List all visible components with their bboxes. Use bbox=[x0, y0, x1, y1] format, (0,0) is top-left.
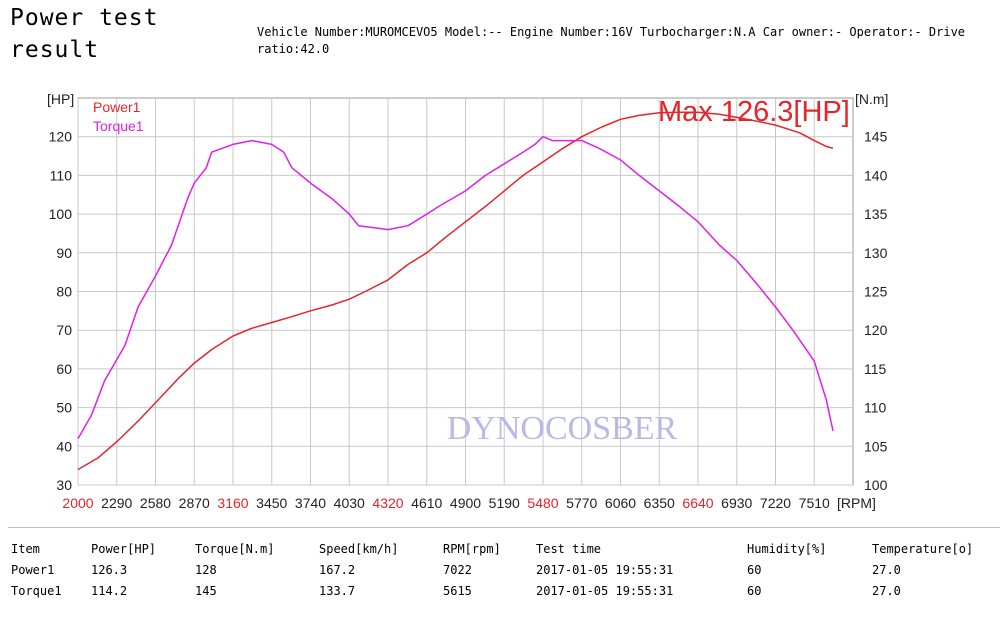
left-tick-label: 50 bbox=[56, 400, 72, 416]
power-line bbox=[77, 111, 834, 471]
max-annotation: Max 126.3[HP] bbox=[658, 96, 850, 128]
table-cell: 133.7 bbox=[319, 583, 356, 598]
torque-line bbox=[77, 135, 834, 439]
x-tick-label: 3450 bbox=[256, 495, 287, 511]
right-tick-label: 140 bbox=[864, 167, 888, 183]
right-tick-label: 105 bbox=[864, 438, 888, 454]
left-tick-label: 40 bbox=[56, 438, 72, 454]
x-tick-label: 6060 bbox=[605, 495, 636, 511]
table-cell: 27.0 bbox=[872, 583, 901, 598]
x-tick-label: 5190 bbox=[489, 495, 520, 511]
x-tick-label: 6930 bbox=[721, 495, 752, 511]
vehicle-info: Vehicle Number:MUROMCEVO5 Model:-- Engin… bbox=[257, 25, 966, 56]
header-cell: Speed[km/h] bbox=[319, 541, 399, 556]
x-tick-label: 6640 bbox=[682, 495, 713, 511]
header-cell: Humidity[%] bbox=[747, 541, 827, 556]
x-axis-label: [RPM] bbox=[837, 495, 876, 511]
table-cell: 5615 bbox=[443, 583, 472, 598]
legend-torque: Torque1 bbox=[93, 118, 144, 134]
page-title: Power test result bbox=[10, 5, 159, 63]
left-tick-label: 30 bbox=[56, 477, 72, 493]
x-tick-label: 4320 bbox=[372, 495, 403, 511]
series-lines bbox=[77, 111, 834, 471]
left-tick-label: 60 bbox=[56, 361, 72, 377]
left-axis-label: [HP] bbox=[47, 91, 74, 107]
table-cell: 2017-01-05 19:55:31 bbox=[536, 583, 674, 598]
left-tick-label: 90 bbox=[56, 245, 72, 261]
x-tick-label: 4030 bbox=[334, 495, 365, 511]
table-header-row: Item Power[HP] Torque[N.m] Speed[km/h] R… bbox=[0, 538, 1000, 559]
table-row: Torque1 114.2 145 133.7 5615 2017-01-05 … bbox=[0, 580, 1000, 601]
table-cell: 60 bbox=[747, 583, 762, 598]
header-cell: Temperature[o] bbox=[872, 541, 974, 556]
table-cell: Power1 bbox=[11, 562, 55, 577]
x-tick-label: 3160 bbox=[217, 495, 248, 511]
right-tick-label: 100 bbox=[864, 477, 888, 493]
table-cell: Torque1 bbox=[11, 583, 62, 598]
table-cell: 27.0 bbox=[872, 562, 901, 577]
header-cell: Torque[N.m] bbox=[195, 541, 275, 556]
x-axis-ticks: 2000 2290 2580 2870 3160 3450 3740 4030 4320 4610… bbox=[62, 495, 830, 511]
header-cell: Item bbox=[11, 541, 40, 556]
table-cell: 126.3 bbox=[91, 562, 128, 577]
x-tick-label: 4610 bbox=[411, 495, 442, 511]
right-tick-label: 125 bbox=[864, 284, 888, 300]
left-tick-label: 70 bbox=[56, 322, 72, 338]
left-axis-ticks: 30 40 50 60 70 80 90 100 110 120 bbox=[49, 129, 73, 493]
right-axis-ticks: 100 105 110 115 120 125 130 135 140 145 bbox=[864, 129, 888, 493]
right-tick-label: 135 bbox=[864, 206, 888, 222]
table-cell: 7022 bbox=[443, 562, 472, 577]
left-tick-label: 110 bbox=[50, 167, 73, 183]
left-tick-label: 120 bbox=[49, 129, 73, 145]
separator bbox=[8, 527, 1000, 528]
x-tick-label: 6350 bbox=[644, 495, 675, 511]
table-cell: 128 bbox=[195, 562, 217, 577]
chart-grid bbox=[77, 97, 854, 486]
left-tick-label: 80 bbox=[56, 284, 72, 300]
table-cell: 167.2 bbox=[319, 562, 356, 577]
right-tick-label: 110 bbox=[864, 400, 887, 416]
x-tick-label: 7510 bbox=[799, 495, 830, 511]
table-cell: 60 bbox=[747, 562, 762, 577]
right-tick-label: 130 bbox=[864, 245, 888, 261]
watermark: DYNOCOSBER bbox=[447, 410, 678, 447]
left-tick-label: 100 bbox=[49, 206, 73, 222]
header-cell: Power[HP] bbox=[91, 541, 157, 556]
x-tick-label: 2580 bbox=[140, 495, 171, 511]
header-cell: Test time bbox=[536, 541, 602, 556]
x-tick-label: 4900 bbox=[450, 495, 481, 511]
x-tick-label: 5770 bbox=[566, 495, 597, 511]
right-tick-label: 115 bbox=[864, 361, 887, 377]
legend-power: Power1 bbox=[93, 99, 141, 115]
right-tick-label: 145 bbox=[864, 129, 888, 145]
header-cell: RPM[rpm] bbox=[443, 541, 501, 556]
table-row: Power1 126.3 128 167.2 7022 2017-01-05 1… bbox=[0, 559, 1000, 580]
table-cell: 114.2 bbox=[91, 583, 128, 598]
table-cell: 2017-01-05 19:55:31 bbox=[536, 562, 674, 577]
right-axis-label: [N.m] bbox=[855, 91, 888, 107]
x-tick-label: 2870 bbox=[179, 495, 210, 511]
x-tick-label: 3740 bbox=[295, 495, 326, 511]
x-tick-label: 2000 bbox=[62, 495, 93, 511]
result-table: Item Power[HP] Torque[N.m] Speed[km/h] R… bbox=[0, 538, 1000, 601]
x-tick-label: 7220 bbox=[760, 495, 791, 511]
x-tick-label: 5480 bbox=[527, 495, 558, 511]
x-tick-label: 2290 bbox=[101, 495, 132, 511]
table-cell: 145 bbox=[195, 583, 217, 598]
right-tick-label: 120 bbox=[864, 322, 888, 338]
